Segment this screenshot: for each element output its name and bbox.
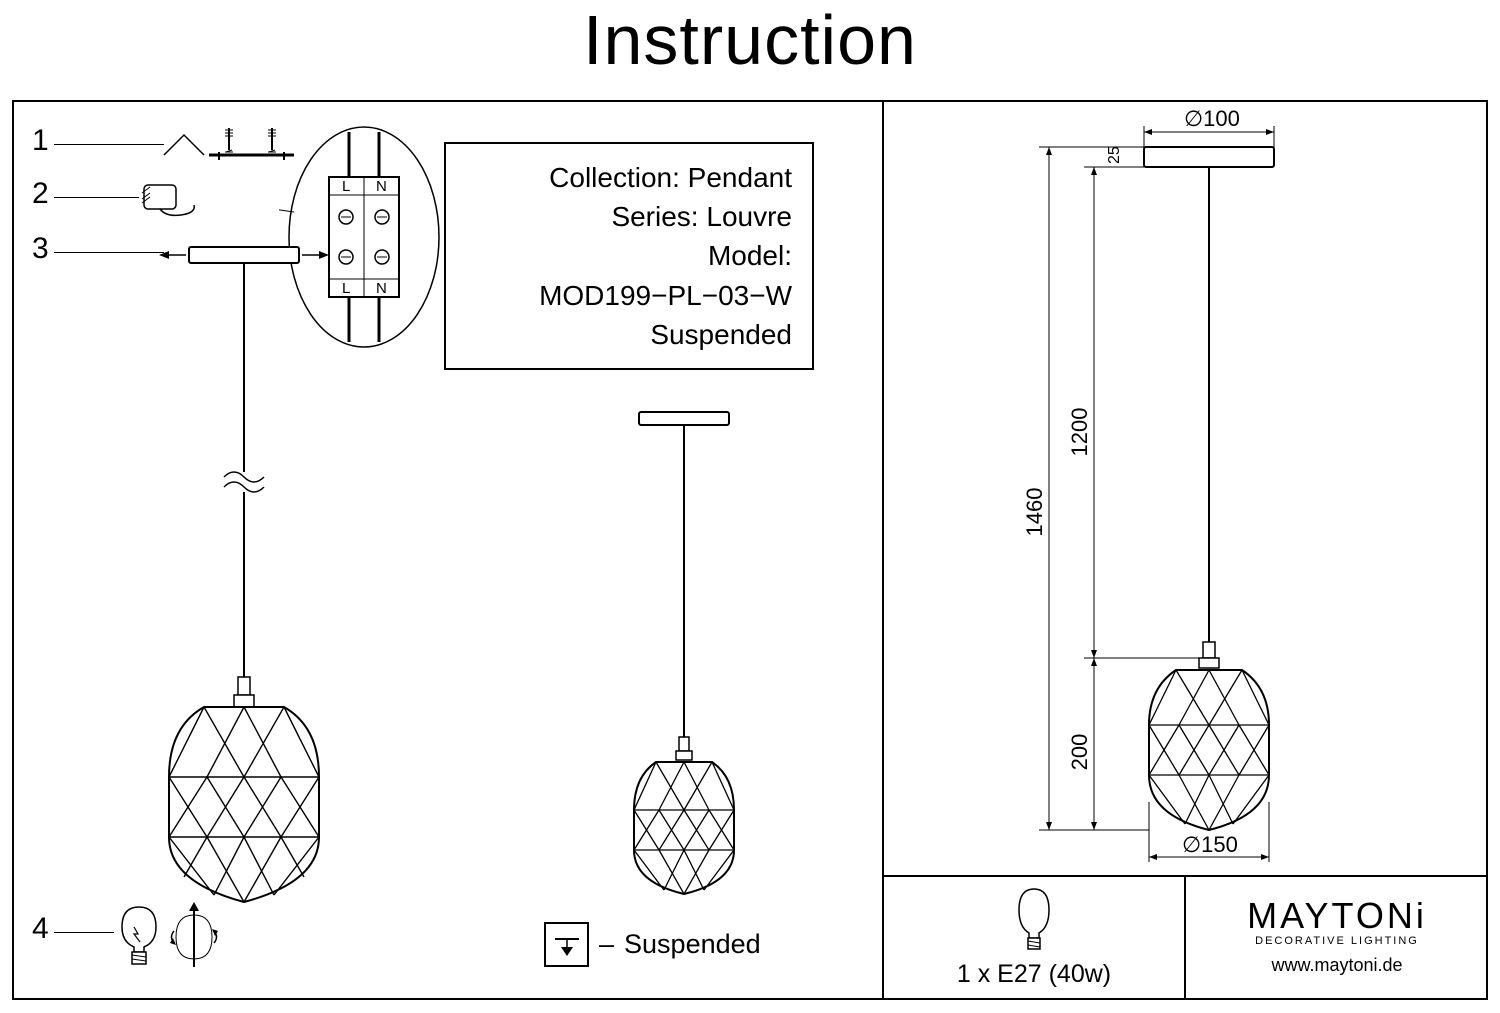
suspended-legend: – Suspended: [544, 922, 761, 967]
svg-text:N: N: [376, 178, 387, 195]
step-4: 4: [32, 912, 49, 946]
svg-text:N: N: [376, 280, 387, 297]
svg-text:L: L: [342, 178, 350, 195]
assembly-panel: 1 2 3 4: [14, 102, 884, 998]
leader-1: [54, 144, 164, 145]
bulb-icon: [1009, 885, 1059, 953]
info-mounting: Suspended: [466, 315, 792, 354]
suspended-label: Suspended: [624, 929, 761, 960]
brand-panel: MAYTONi DECORATIVE LIGHTING www.maytoni.…: [1186, 877, 1488, 998]
info-collection: Collection: Pendant: [466, 158, 792, 197]
step-3: 3: [32, 232, 49, 266]
bulb-install-icon: [114, 902, 254, 977]
leader-3: [54, 252, 164, 253]
dimensions-panel: ∅100 25: [884, 102, 1488, 877]
svg-text:1200: 1200: [1067, 408, 1092, 457]
svg-text:∅100: ∅100: [1184, 106, 1240, 131]
info-series: Series: Louvre: [466, 197, 792, 236]
pendant-complete: [604, 407, 764, 897]
step-2: 2: [32, 177, 49, 211]
brand-url: www.maytoni.de: [1186, 955, 1488, 976]
brand-name: MAYTONi: [1186, 895, 1488, 937]
svg-text:25: 25: [1106, 146, 1123, 164]
leader-2: [54, 197, 139, 198]
pendant-assembly: [154, 237, 374, 907]
connector-icon: [136, 177, 196, 222]
suspended-icon: [544, 922, 589, 967]
step-1: 1: [32, 124, 49, 158]
brand-tagline: DECORATIVE LIGHTING: [1186, 935, 1488, 947]
info-model: Model: MOD199−PL−03−W: [466, 236, 792, 314]
page-title: Instruction: [0, 0, 1500, 80]
svg-text:∅150: ∅150: [1182, 832, 1238, 857]
svg-text:200: 200: [1067, 734, 1092, 771]
bulb-spec-panel: 1 x E27 (40w): [884, 877, 1186, 998]
dimension-drawing: ∅100 25: [884, 102, 1488, 877]
bulb-spec-text: 1 x E27 (40w): [884, 960, 1184, 989]
leader-4: [54, 932, 114, 933]
product-info-box: Collection: Pendant Series: Louvre Model…: [444, 142, 814, 370]
diagram-frame: 1 2 3 4: [12, 100, 1488, 1000]
svg-text:1460: 1460: [1022, 488, 1047, 537]
